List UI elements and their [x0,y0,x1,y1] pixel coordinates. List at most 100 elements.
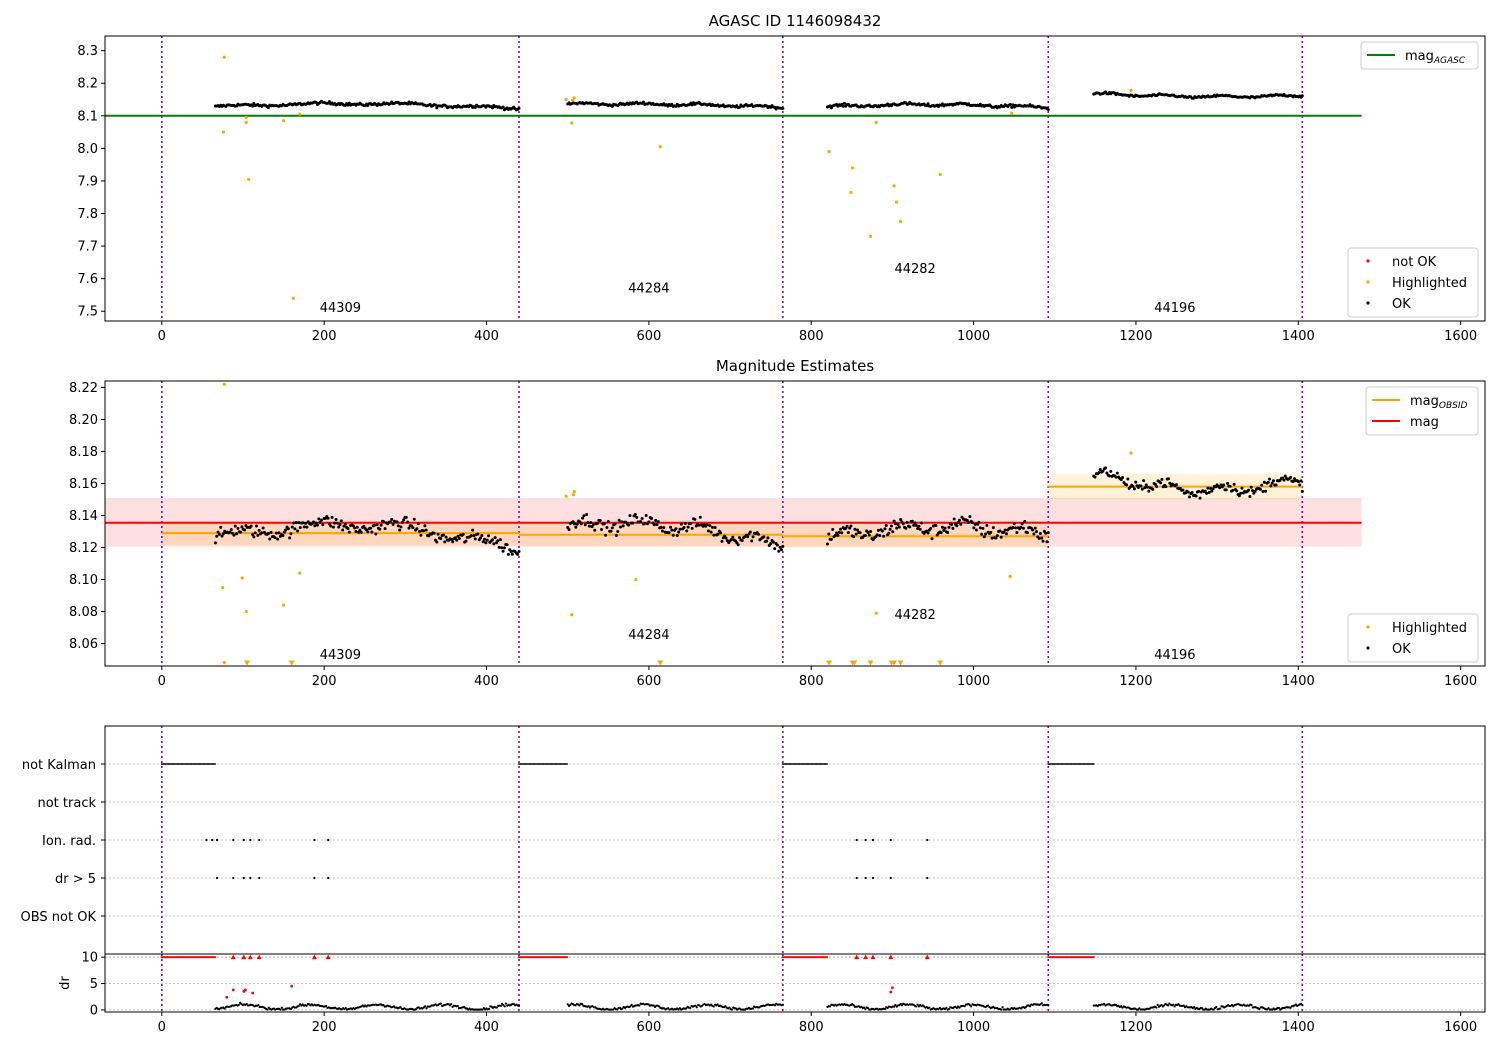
estimates-ok-point [1146,485,1150,489]
estimates-ok-point [1142,479,1146,483]
dr-ok-point [456,1004,459,1008]
estimates-ok-point [940,525,944,529]
estimates-ok-point [1114,475,1118,479]
flag-point [1062,763,1065,765]
estimates-upper-legend-label-1: mag [1410,415,1439,430]
flag-point [798,763,801,765]
agasc-ok-point [1011,103,1015,107]
estimates-ok-point [416,522,420,526]
flag-point [164,763,167,765]
estimates-ok-point [697,523,701,527]
flag-point [215,838,219,842]
estimates-ok-point [398,528,402,532]
agasc-x-tick-label-2: 400 [474,329,499,344]
estimates-ok-point [891,530,895,534]
estimates-ok-point [315,523,319,527]
estimates-ok-point [485,538,489,542]
estimates-x-tick-label-0: 0 [158,674,166,689]
estimates-highlighted-point [281,603,286,607]
estimates-ok-point [716,532,720,536]
flag-point [549,763,552,765]
dr-axes-frame [104,953,1486,1013]
dr-ok-point [728,1006,731,1009]
estimates-ok-point [709,530,713,534]
estimates-ok-point [724,536,728,540]
flag-point [810,763,813,765]
estimates-ok-point [1105,471,1109,475]
flag-point [554,763,557,765]
flag-point [1091,763,1094,765]
estimates-ok-point [829,537,833,541]
magnitude-estimates-title: Magnitude Estimates [716,357,874,375]
flag-point [525,763,528,765]
estimates-ok-point [1228,484,1232,488]
dr-ok-point [1166,1004,1170,1007]
flag-point [783,763,786,765]
estimates-ok-point [436,532,440,536]
agasc-x-tick-label-0: 0 [158,329,166,344]
estimates-offscale-marker [288,660,295,666]
dr-capped-marker [311,954,317,960]
agasc-lower-legend-box [1347,247,1479,318]
estimates-ok-point [656,520,660,524]
estimates-ok-point [1268,477,1272,481]
dr-ok-point [694,1004,697,1007]
estimates-ok-point [731,535,735,539]
estimates-data-layer [105,381,1362,666]
flag-point [327,838,330,842]
estimates-ok-point [775,543,779,547]
estimates-lower-legend-box [1347,613,1479,663]
dr-ok-point [900,1004,904,1007]
flag-point [547,763,550,765]
estimates-ok-point [319,518,323,522]
estimates-ok-point [1021,526,1025,530]
estimates-ok-point [326,516,330,520]
estimates-ok-point [939,531,943,535]
flag-point [824,763,827,765]
estimates-ok-point [942,528,946,532]
flag-point [211,838,214,842]
estimates-ok-point [400,520,404,524]
estimates-ok-point [229,528,233,532]
estimates-ok-point [330,515,334,519]
dr-ok-point [399,1006,402,1009]
estimates-ok-point [1031,528,1035,532]
estimates-y-tick-label-1: 8.08 [69,605,98,620]
estimates-ok-point [853,527,857,531]
estimates-ok-point [977,520,981,524]
dr-ok-point [580,1003,584,1006]
estimates-y-tick-label-6: 8.18 [69,445,98,460]
agasc-ok-point [781,106,785,110]
flag-point [792,763,795,765]
flag-point [167,763,170,765]
dr-ok-point [344,1006,347,1010]
estimates-ok-point [693,517,697,521]
flag-point [1057,763,1060,765]
estimates-ok-point [266,532,270,536]
estimates-ok-point [930,537,934,541]
agasc-highlighted-point [892,184,896,188]
flag-point [185,763,188,765]
estimates-ok-point [875,533,879,537]
estimates-ok-point [509,549,513,553]
flag-point [177,763,180,765]
estimates-ok-point [290,525,294,529]
estimates-ok-point [1160,477,1164,481]
estimates-ok-point [296,529,300,533]
estimates-ok-point [917,524,921,528]
estimates-ok-point [621,524,625,528]
estimates-ok-point [713,526,717,530]
agasc-x-tick-label-6: 1200 [1119,329,1152,344]
agasc-highlighted-point [570,98,575,102]
estimates-ok-point [441,533,445,537]
estimates-ok-point [1143,486,1147,490]
estimates-ok-point [292,521,296,525]
flag-point [926,838,929,842]
dr-ok-point [382,1004,385,1007]
estimates-ok-point [369,526,373,530]
estimates-ok-point [471,528,475,532]
estimates-ok-point [887,531,891,535]
dr-ok-point [630,1003,633,1006]
agasc-highlighted-point [851,166,855,170]
flag-point [557,763,559,765]
